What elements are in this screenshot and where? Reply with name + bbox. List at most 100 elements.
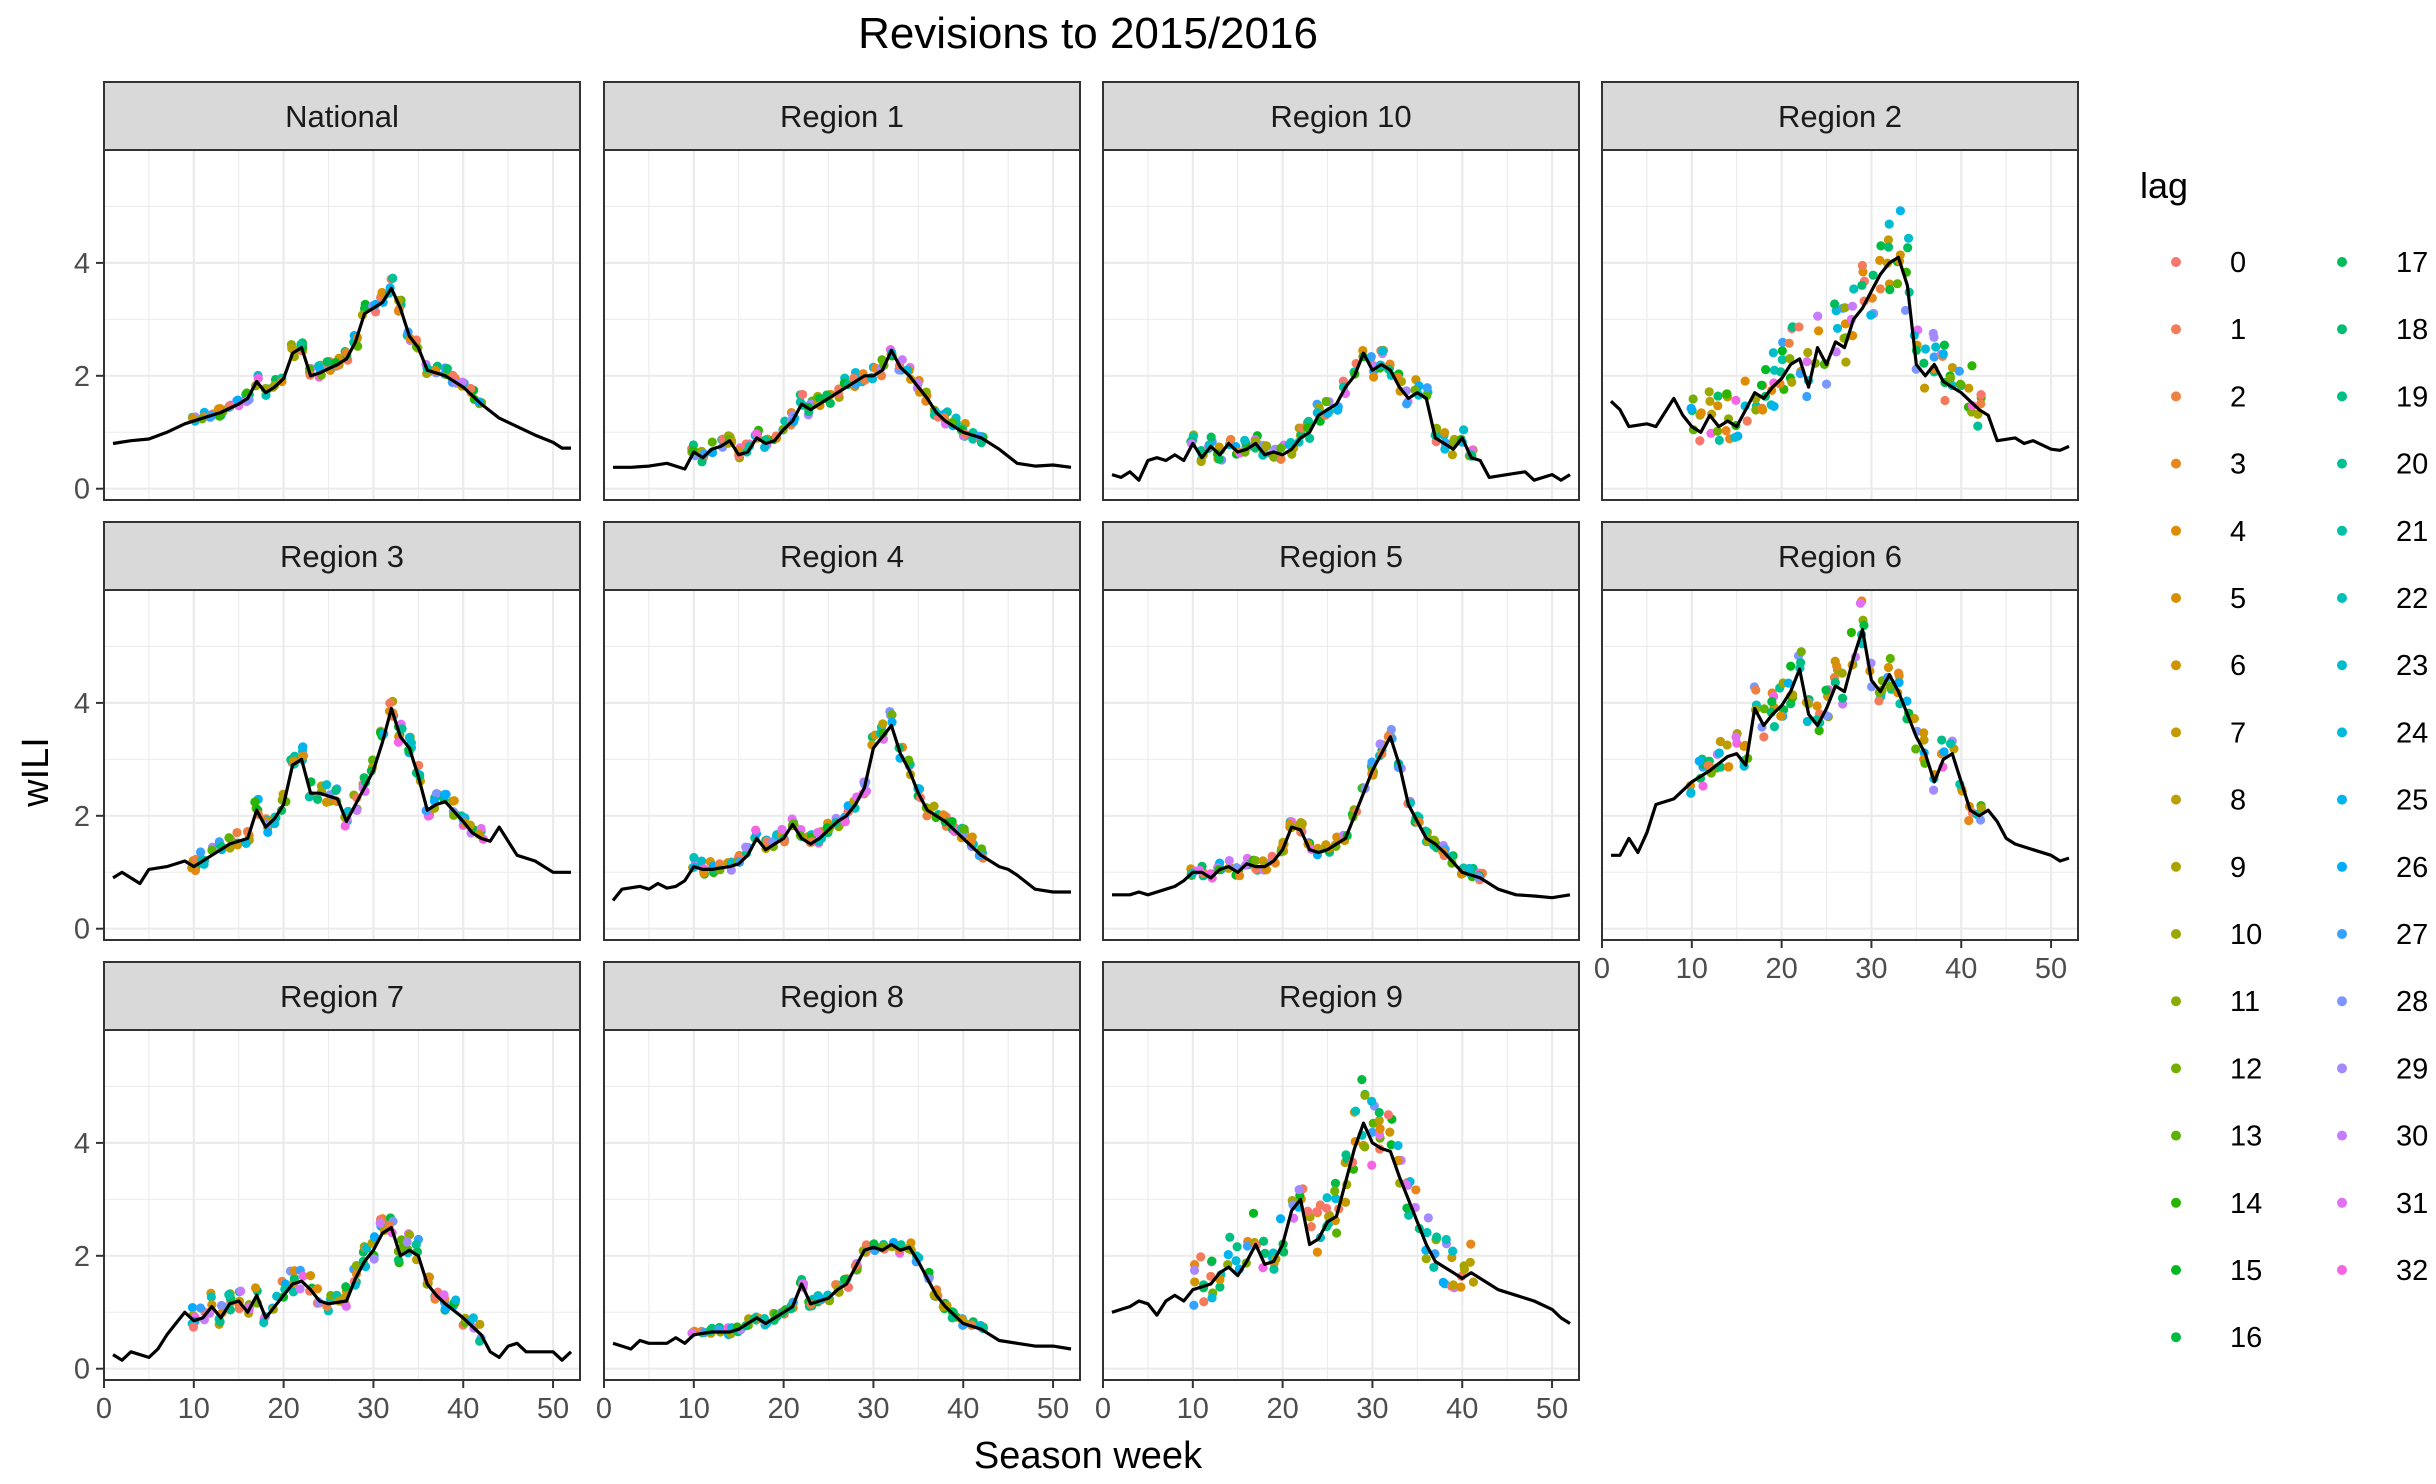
legend-item: 3 — [2171, 449, 2246, 481]
revision-point — [1731, 732, 1741, 742]
legend-item: 26 — [2337, 852, 2428, 884]
panel-strip-label: Region 2 — [1778, 99, 1902, 134]
revision-point — [259, 1317, 269, 1328]
revision-point — [1698, 781, 1708, 791]
revision-point — [1784, 338, 1794, 348]
y-tick-label: 0 — [74, 1354, 90, 1386]
x-tick-label: 40 — [947, 1393, 979, 1425]
panel-strip-label: Region 10 — [1270, 99, 1411, 134]
revision-point — [1900, 305, 1911, 316]
revision-point — [1286, 437, 1296, 448]
revision-point — [1883, 235, 1894, 245]
legend-label: 25 — [2396, 785, 2428, 817]
revision-point — [1459, 425, 1469, 435]
revision-point — [1438, 1277, 1448, 1287]
legend-item: 21 — [2337, 516, 2428, 548]
x-tick-label: 40 — [1945, 953, 1977, 985]
legend-item: 10 — [2171, 919, 2262, 951]
revision-point — [439, 789, 450, 800]
legend-label: 1 — [2230, 314, 2246, 346]
revision-point — [321, 797, 332, 807]
revision-point — [296, 339, 306, 350]
revision-point — [1919, 358, 1929, 368]
revision-point — [1713, 401, 1723, 411]
revision-point — [402, 1237, 412, 1247]
revision-point — [1712, 426, 1723, 436]
legend-item: 6 — [2171, 650, 2246, 682]
revision-point — [1231, 1256, 1241, 1266]
revision-point — [1812, 701, 1822, 711]
revision-point — [1939, 747, 1949, 757]
y-tick-label: 4 — [74, 688, 90, 720]
revision-point — [751, 429, 762, 439]
revision-point — [1207, 1293, 1217, 1303]
legend-label: 13 — [2230, 1121, 2262, 1153]
panel-strip — [103, 81, 581, 151]
revision-point — [1422, 383, 1432, 393]
revision-point — [1967, 361, 1977, 371]
revision-point — [1857, 260, 1868, 271]
revision-point — [1722, 389, 1732, 399]
final-wili-line — [1111, 351, 1571, 482]
revision-point — [287, 343, 297, 353]
revision-point — [1375, 739, 1385, 749]
revision-point — [431, 789, 442, 799]
panel-strip-label: Region 4 — [780, 539, 904, 574]
panel-strip — [603, 521, 1081, 591]
panel-border — [1601, 149, 2079, 501]
revision-point — [1296, 818, 1306, 828]
revision-point — [1330, 1186, 1340, 1196]
revision-point — [1830, 677, 1840, 688]
revision-point — [1429, 1262, 1439, 1272]
revision-point — [1360, 1090, 1370, 1100]
revision-point — [1695, 436, 1705, 446]
legend-title: lag — [2140, 165, 2188, 206]
revision-point — [313, 794, 323, 804]
x-tick-label: 20 — [1266, 1393, 1298, 1425]
y-tick-label: 0 — [74, 914, 90, 946]
legend-item: 12 — [2171, 1053, 2262, 1085]
revision-point — [1796, 647, 1806, 657]
revision-point — [1330, 1178, 1341, 1188]
legend-key — [2171, 929, 2181, 939]
legend-item: 9 — [2171, 852, 2246, 884]
revision-point — [468, 1313, 478, 1323]
legend-label: 14 — [2230, 1188, 2262, 1220]
revision-point — [1386, 724, 1396, 735]
revision-point — [1704, 387, 1714, 397]
legend-key — [2171, 727, 2181, 738]
chart-title: Revisions to 2015/2016 — [858, 9, 1318, 58]
revision-point — [1758, 405, 1768, 415]
revision-point — [250, 797, 260, 807]
revision-point — [1189, 1300, 1199, 1310]
revision-point — [1261, 441, 1271, 451]
y-tick-label: 2 — [74, 361, 90, 393]
revision-point — [298, 1271, 308, 1281]
revision-point — [449, 796, 459, 806]
revision-point — [1931, 342, 1941, 352]
revision-point — [887, 717, 897, 727]
revision-point — [369, 1254, 379, 1264]
revision-point — [697, 457, 707, 467]
revision-point — [1225, 1232, 1235, 1242]
revision-point — [1751, 685, 1761, 695]
legend-key — [2337, 391, 2347, 402]
revision-point — [298, 742, 308, 752]
revision-point — [341, 1282, 351, 1292]
panel-region-2: Region 2 — [1600, 81, 2079, 501]
revision-point — [1855, 598, 1866, 608]
revision-point — [1242, 1241, 1253, 1251]
panel-strip — [603, 961, 1081, 1031]
revision-point — [1294, 1185, 1304, 1195]
final-wili-line — [112, 1226, 573, 1362]
revision-point — [1973, 421, 1983, 431]
revision-point — [305, 1271, 316, 1281]
revision-point — [1814, 725, 1824, 736]
revision-point — [263, 827, 273, 837]
panel-strip — [1102, 961, 1580, 1031]
legend-label: 19 — [2396, 381, 2428, 413]
revision-point — [1821, 379, 1832, 389]
revision-point — [377, 287, 387, 298]
